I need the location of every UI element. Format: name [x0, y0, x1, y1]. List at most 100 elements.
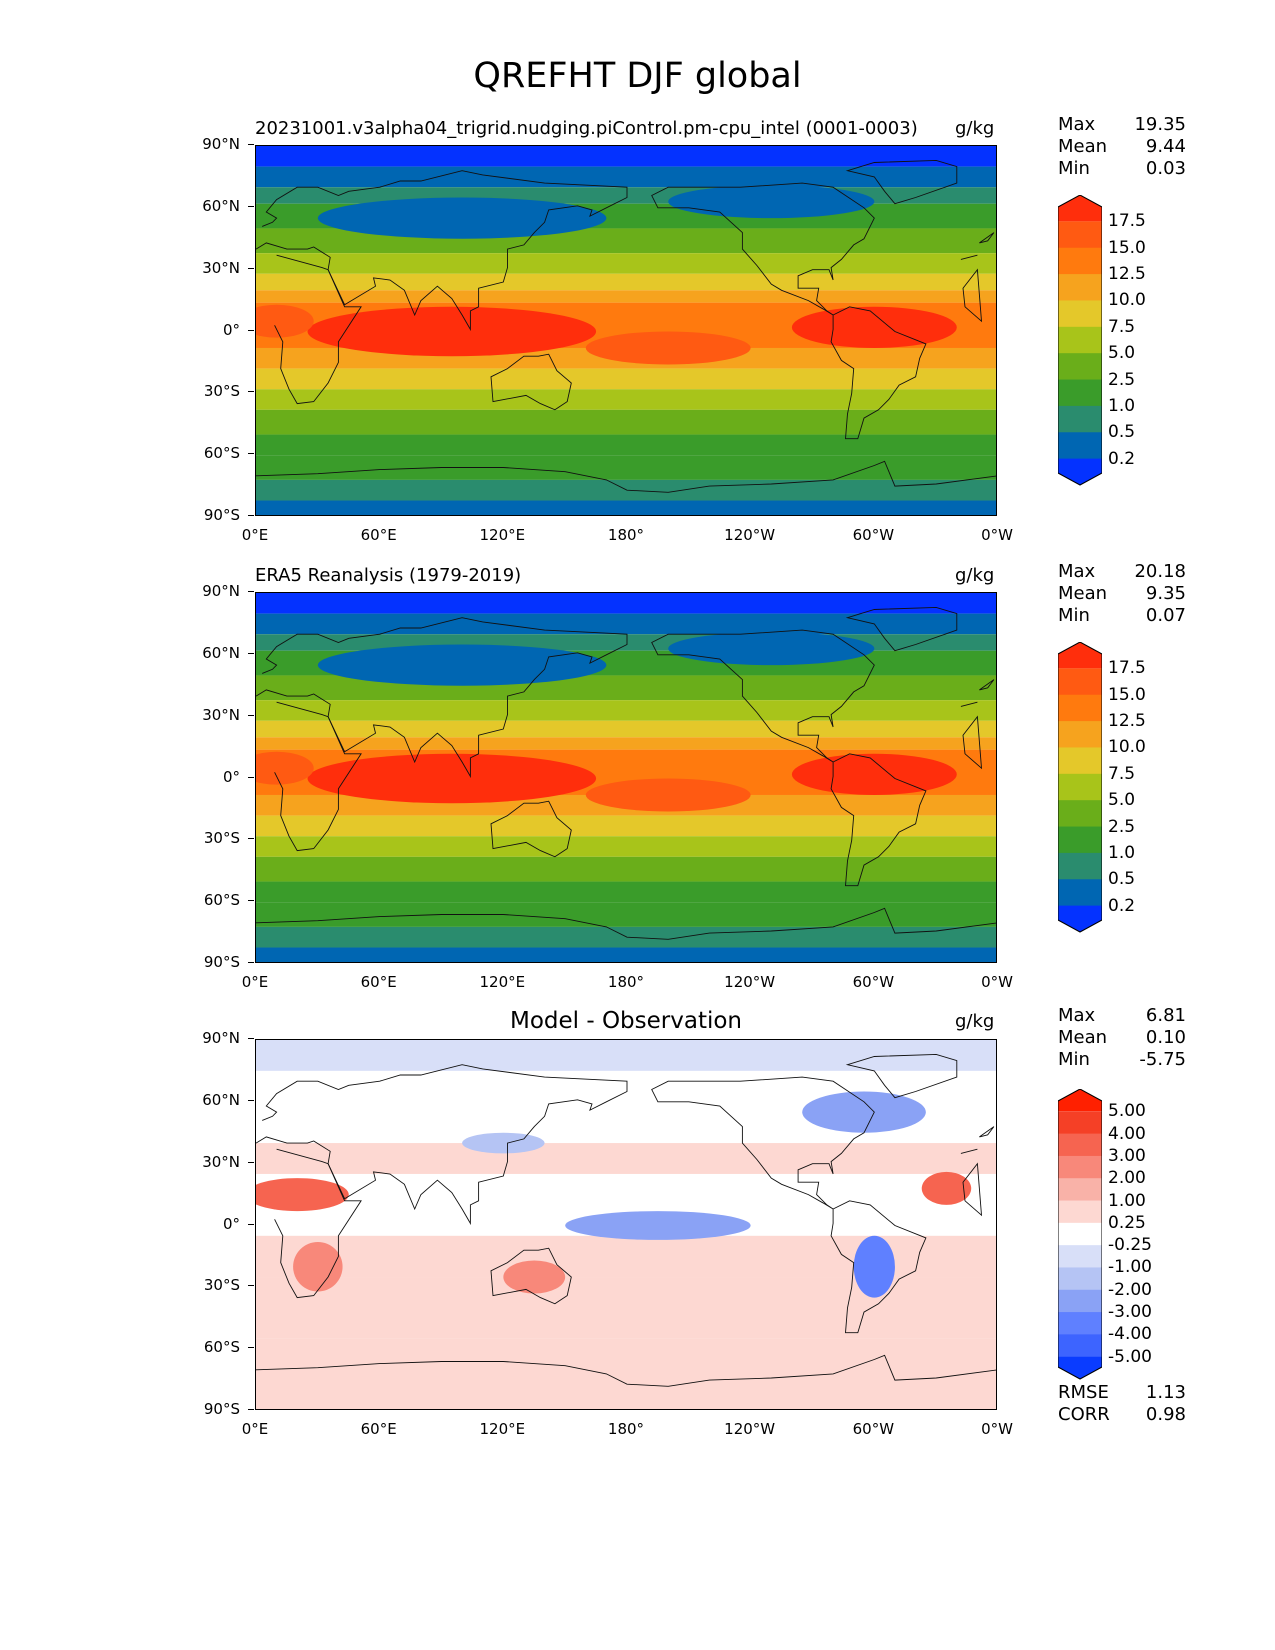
lon-tick-label: 60°E: [360, 526, 397, 544]
colorbar-segment: [1058, 1178, 1102, 1202]
colorbar-segment: [1058, 1155, 1102, 1179]
colorbar-segment: [1058, 1133, 1102, 1157]
map-field: [256, 146, 996, 515]
field-band: [256, 1040, 996, 1071]
metrics-block: RMSE 1.13 CORR 0.98: [1058, 1382, 1186, 1426]
colorbar-segment: [1058, 1267, 1102, 1291]
colorbar-tick-label: 5.00: [1108, 1101, 1146, 1122]
field-band: [256, 1173, 996, 1205]
field-band: [256, 881, 996, 903]
coastline: [256, 907, 996, 940]
colorbar-tick-label: 0.5: [1108, 869, 1136, 890]
colorbar-outline: [1058, 642, 1102, 933]
lon-tick-label: 60°W: [852, 526, 895, 544]
colorbar: [1058, 1089, 1102, 1380]
lat-tick-label: 60°S: [188, 891, 254, 909]
colorbar-tick-label: 10.0: [1108, 737, 1146, 758]
field-feature: [307, 753, 597, 804]
lon-tick-label: 60°E: [360, 1420, 397, 1438]
stat-label: Mean: [1058, 1027, 1108, 1048]
field-band: [256, 720, 996, 738]
field-band: [256, 479, 996, 501]
coastline: [490, 1247, 572, 1305]
colorbar-tick-label: 0.2: [1108, 448, 1136, 469]
colorbar-segment: [1058, 1356, 1102, 1379]
lon-tick-label: 60°W: [852, 973, 895, 991]
lat-tick-label: 60°N: [188, 644, 254, 662]
panel-units: g/kg: [955, 1011, 995, 1032]
colorbar-tick-label: -3.00: [1108, 1302, 1152, 1323]
lat-tick-label: 60°S: [188, 1338, 254, 1356]
field-band: [256, 1143, 996, 1174]
map-field: [256, 593, 996, 962]
panel-title: Model - Observation: [509, 1008, 743, 1034]
map-frame: [255, 145, 997, 516]
lon-tick-label: 0°E: [241, 1420, 269, 1438]
colorbar-tick-label: 5.0: [1108, 343, 1136, 364]
colorbar-segment: [1058, 852, 1102, 880]
lon-tick-label: 0°E: [241, 973, 269, 991]
field-feature: [565, 1211, 751, 1240]
metric-row: RMSE 1.13: [1058, 1382, 1186, 1404]
colorbar-segment: [1058, 274, 1102, 301]
field-feature: [256, 1178, 349, 1212]
colorbar-segment: [1058, 747, 1102, 775]
coastline: [256, 1064, 995, 1226]
field-feature: [585, 778, 751, 812]
stat-row: Max 19.35: [1058, 114, 1186, 136]
field-band: [256, 253, 996, 274]
coastline: [651, 629, 875, 763]
stat-row: Mean 0.10: [1058, 1027, 1186, 1049]
field-band: [256, 409, 996, 435]
colorbar-tick-label: -1.00: [1108, 1257, 1152, 1278]
field-band: [256, 166, 996, 188]
lon-tick-label: 0°W: [981, 973, 1013, 991]
stats-block: Max 20.18 Mean 9.35 Min 0.07: [1058, 561, 1186, 627]
panel-title: ERA5 Reanalysis (1979-2019): [255, 565, 522, 586]
colorbar-segment: [1058, 694, 1102, 722]
field-band: [256, 593, 996, 614]
field-band: [256, 273, 996, 291]
lon-tick-label: 180°: [607, 1420, 645, 1438]
field-band: [256, 500, 996, 515]
field-band: [256, 389, 996, 410]
colorbar-segment: [1058, 221, 1102, 249]
colorbar-segment: [1058, 1312, 1102, 1335]
map-frame: [255, 1039, 997, 1410]
lat-tick-label: 90°S: [188, 1400, 254, 1418]
field-feature: [256, 751, 314, 785]
colorbar-tick-label: 2.00: [1108, 1168, 1146, 1189]
stat-label: Min: [1058, 158, 1090, 179]
coastline: [845, 1053, 958, 1099]
metric-value: 0.98: [1145, 1404, 1186, 1425]
lat-tick-label: 0°: [188, 1215, 254, 1233]
colorbar-segment: [1058, 1289, 1102, 1313]
lat-tick-label: 30°S: [188, 382, 254, 400]
coastline: [256, 170, 995, 332]
stats-block: Max 6.81 Mean 0.10 Min -5.75: [1058, 1005, 1186, 1071]
map-frame: [255, 592, 997, 963]
coastline: [256, 460, 996, 493]
colorbar-segment: [1058, 326, 1102, 354]
stat-label: Max: [1058, 561, 1096, 582]
field-band: [256, 836, 996, 857]
colorbar-tick-label: 1.0: [1108, 395, 1136, 416]
colorbar-tick-label: 3.00: [1108, 1145, 1146, 1166]
field-band: [256, 856, 996, 882]
map-field: [256, 1040, 996, 1409]
colorbar-segment: [1058, 721, 1102, 748]
coastline: [845, 606, 958, 652]
stat-label: Max: [1058, 1005, 1096, 1026]
lat-tick-label: 90°N: [188, 582, 254, 600]
metric-label: CORR: [1058, 1404, 1110, 1425]
colorbar-tick-label: -5.00: [1108, 1346, 1152, 1367]
field-feature: [317, 197, 607, 239]
colorbar-segment: [1058, 432, 1102, 460]
colorbar-tick-label: 5.0: [1108, 790, 1136, 811]
stats-block: Max 19.35 Mean 9.44 Min 0.03: [1058, 114, 1186, 180]
field-feature: [802, 1091, 926, 1133]
lon-tick-label: 120°E: [479, 973, 526, 991]
field-feature: [585, 331, 751, 365]
field-band: [256, 368, 996, 390]
lat-tick-label: 60°N: [188, 1091, 254, 1109]
